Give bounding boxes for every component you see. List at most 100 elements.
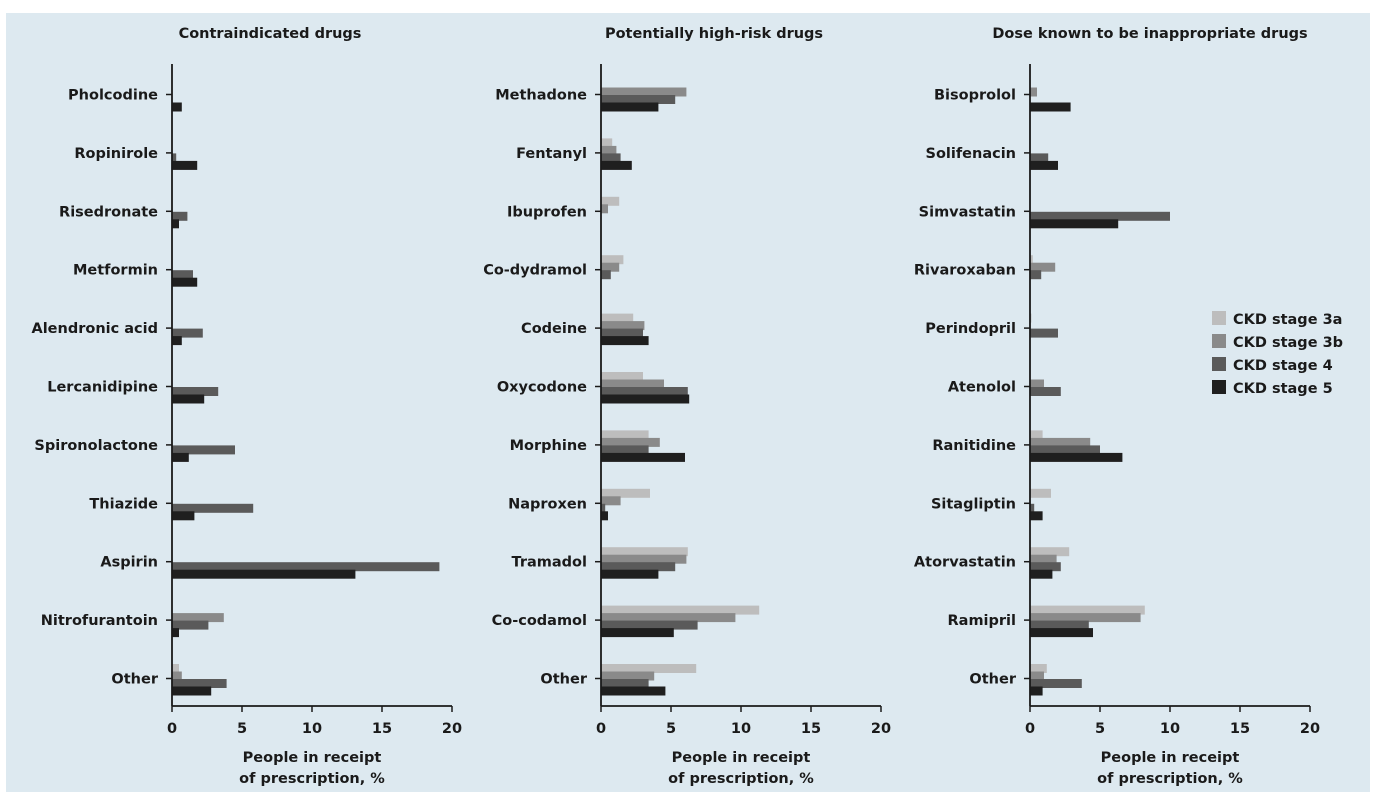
category-label: Metformin bbox=[73, 263, 158, 279]
bar-ropinirole-4 bbox=[172, 160, 198, 170]
x-tick-label: 5 bbox=[237, 721, 247, 737]
category-label: Methadone bbox=[495, 88, 587, 104]
bar-ibuprofen-2 bbox=[601, 204, 608, 214]
bar-methadone-4 bbox=[601, 102, 659, 112]
bar-tramadol-2 bbox=[601, 554, 687, 564]
bar-other-1 bbox=[601, 664, 697, 673]
bar-ropinirole-3 bbox=[172, 153, 177, 163]
bar-atorvastatin-3 bbox=[1030, 562, 1061, 572]
bar-spironolactone-3 bbox=[172, 445, 235, 455]
bar-other-3 bbox=[601, 679, 649, 688]
bar-methadone-2 bbox=[601, 87, 687, 97]
bar-risedronate-4 bbox=[172, 219, 179, 229]
category-label: Risedronate bbox=[59, 204, 158, 220]
bar-atorvastatin-2 bbox=[1030, 554, 1057, 564]
bar-ramipril-3 bbox=[1030, 620, 1089, 630]
bar-oxycodone-1 bbox=[601, 372, 643, 381]
bar-ibuprofen-1 bbox=[601, 196, 620, 206]
bar-alendronic-acid-3 bbox=[172, 328, 203, 338]
x-axis-label-line-1: People in receipt bbox=[1101, 750, 1240, 766]
bar-other-2 bbox=[1030, 671, 1044, 681]
bar-fentanyl-2 bbox=[601, 145, 617, 155]
x-axis-label-line-2: of prescription, % bbox=[239, 771, 385, 787]
category-label: Sitagliptin bbox=[931, 496, 1016, 512]
bar-naproxen-4 bbox=[601, 511, 608, 521]
bar-co-codamol-3 bbox=[601, 620, 698, 630]
bar-atenolol-2 bbox=[1030, 379, 1044, 389]
category-label: Thiazide bbox=[89, 496, 158, 512]
bar-atenolol-3 bbox=[1030, 387, 1061, 396]
category-label: Ibuprofen bbox=[507, 204, 587, 220]
bar-pholcodine-4 bbox=[172, 102, 182, 112]
category-label: Codeine bbox=[521, 321, 587, 337]
bar-sitagliptin-3 bbox=[1030, 503, 1035, 513]
bar-other-4 bbox=[1030, 686, 1043, 696]
category-label: Co-dydramol bbox=[483, 263, 587, 279]
category-label: Bisoprolol bbox=[934, 88, 1016, 104]
bar-naproxen-1 bbox=[601, 488, 650, 498]
x-tick-label: 0 bbox=[167, 721, 177, 737]
bar-naproxen-3 bbox=[601, 503, 606, 513]
x-tick-label: 5 bbox=[666, 721, 676, 737]
bar-perindopril-3 bbox=[1030, 328, 1058, 338]
bar-morphine-1 bbox=[601, 430, 649, 440]
category-label: Other bbox=[969, 672, 1016, 688]
bar-co-dydramol-2 bbox=[601, 262, 620, 272]
bar-nitrofurantoin-4 bbox=[172, 628, 179, 638]
bar-morphine-3 bbox=[601, 445, 649, 455]
bar-metformin-4 bbox=[172, 277, 198, 287]
bar-sitagliptin-1 bbox=[1030, 488, 1051, 498]
bar-ramipril-4 bbox=[1030, 628, 1093, 638]
bar-sitagliptin-4 bbox=[1030, 511, 1043, 521]
bar-codeine-1 bbox=[601, 313, 634, 323]
legend-label-4: CKD stage 5 bbox=[1233, 381, 1333, 397]
bar-tramadol-1 bbox=[601, 547, 688, 557]
bar-ramipril-1 bbox=[1030, 605, 1145, 615]
bar-other-4 bbox=[601, 686, 666, 696]
bar-methadone-3 bbox=[601, 95, 676, 104]
bar-ranitidine-2 bbox=[1030, 437, 1091, 447]
category-label: Pholcodine bbox=[68, 88, 158, 104]
bar-tramadol-4 bbox=[601, 569, 659, 579]
category-label: Oxycodone bbox=[497, 380, 587, 396]
x-tick-label: 20 bbox=[871, 721, 891, 737]
bar-nitrofurantoin-3 bbox=[172, 620, 209, 630]
bar-fentanyl-4 bbox=[601, 160, 632, 170]
x-tick-label: 15 bbox=[1230, 721, 1250, 737]
category-label: Naproxen bbox=[508, 496, 587, 512]
bar-co-codamol-1 bbox=[601, 605, 760, 615]
category-label: Fentanyl bbox=[516, 146, 587, 162]
x-axis-label-line-1: People in receipt bbox=[672, 750, 811, 766]
bar-ranitidine-3 bbox=[1030, 445, 1100, 455]
bar-other-1 bbox=[172, 664, 179, 673]
bar-lercanidipine-4 bbox=[172, 394, 205, 404]
bar-other-1 bbox=[1030, 664, 1047, 673]
bar-oxycodone-2 bbox=[601, 379, 664, 389]
x-tick-label: 0 bbox=[596, 721, 606, 737]
bar-simvastatin-4 bbox=[1030, 219, 1119, 229]
bar-lercanidipine-3 bbox=[172, 387, 219, 396]
category-label: Lercanidipine bbox=[47, 380, 158, 396]
bar-bisoprolol-2 bbox=[1030, 87, 1037, 97]
category-label: Morphine bbox=[510, 438, 588, 454]
bar-bisoprolol-4 bbox=[1030, 102, 1071, 112]
bar-rivaroxaban-1 bbox=[1030, 255, 1033, 265]
bar-other-4 bbox=[172, 686, 212, 696]
category-label: Other bbox=[111, 672, 158, 688]
panel-title-2: Potentially high-risk drugs bbox=[605, 26, 823, 42]
legend-swatch-2 bbox=[1212, 334, 1226, 348]
x-tick-label: 5 bbox=[1095, 721, 1105, 737]
bar-tramadol-3 bbox=[601, 562, 676, 572]
bar-rivaroxaban-3 bbox=[1030, 270, 1042, 280]
legend-swatch-1 bbox=[1212, 311, 1226, 325]
legend-label-3: CKD stage 4 bbox=[1233, 358, 1333, 374]
category-label: Ropinirole bbox=[74, 146, 158, 162]
bar-ranitidine-1 bbox=[1030, 430, 1043, 440]
x-tick-label: 10 bbox=[731, 721, 751, 737]
bar-oxycodone-4 bbox=[601, 394, 690, 404]
x-axis-label-line-1: People in receipt bbox=[243, 750, 382, 766]
legend-label-1: CKD stage 3a bbox=[1233, 312, 1342, 328]
bar-other-3 bbox=[1030, 679, 1082, 688]
category-label: Spironolactone bbox=[34, 438, 158, 454]
